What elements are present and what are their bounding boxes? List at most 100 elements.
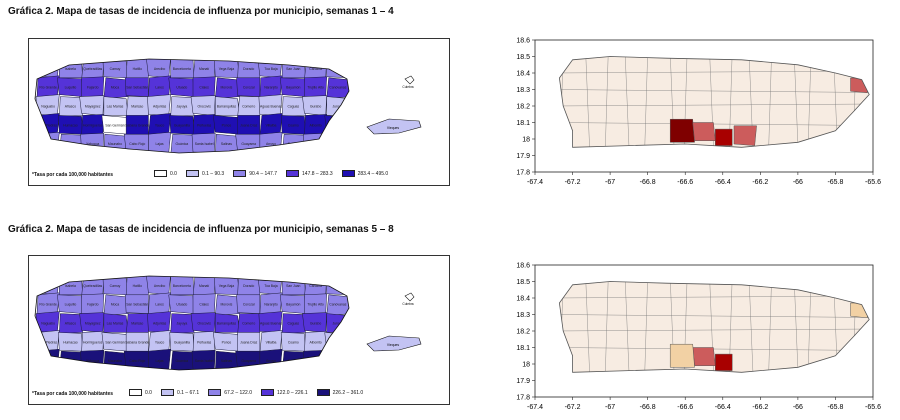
municipality-label: Salinas	[221, 142, 232, 146]
legend-label: 67.2 – 122.0	[224, 389, 253, 396]
caption-2: Gráfica 2. Mapa de tasas de incidencia d…	[8, 224, 394, 235]
municipality-region	[325, 276, 349, 296]
municipality-label: Vieques	[332, 142, 344, 146]
legend-label: 0.1 – 67.1	[176, 389, 200, 396]
legend-item: 0.1 – 67.1	[160, 389, 200, 396]
x-tick-label: -66.4	[715, 179, 731, 186]
y-tick-label: 18.2	[516, 104, 530, 111]
municipality-label: Corozal	[243, 303, 255, 307]
municipality-region	[326, 350, 349, 370]
island-outline	[558, 281, 870, 373]
island-outline	[34, 275, 350, 371]
municipality-region	[36, 131, 60, 153]
municipality-label: Camuy	[110, 284, 121, 288]
legend-swatch	[185, 170, 199, 177]
municipality-label: San Juan	[286, 284, 300, 288]
municipality-label: Gurabo	[310, 105, 321, 109]
municipality-label: Las Marías	[107, 322, 124, 326]
municipality-label: Cidra	[334, 123, 342, 127]
y-tick-label: 18.6	[516, 38, 530, 45]
municipality-label: Aibonito	[309, 123, 321, 127]
legend-item: 0.1 – 90.3	[185, 170, 224, 177]
island-outline	[558, 56, 870, 148]
municipal-boundary	[793, 56, 799, 148]
x-tick-label: -66.8	[640, 179, 656, 186]
culebra-island	[404, 75, 415, 85]
x-tick-label: -67.4	[527, 404, 543, 411]
municipality-label: Las Piedras	[39, 340, 57, 344]
municipality-label: Moca	[111, 86, 119, 90]
municipality-label: Carolina	[309, 284, 322, 288]
municipality-region	[325, 59, 349, 79]
municipality-region	[303, 132, 327, 153]
x-tick-label: -66.6	[677, 404, 693, 411]
municipality-label: Trujillo Alto	[307, 303, 324, 307]
municipality-label: Dorado	[243, 284, 254, 288]
vieques-label: Vieques	[387, 343, 399, 347]
legend-swatch	[261, 389, 275, 396]
municipality-label: Guayanilla	[174, 123, 190, 127]
legend-swatch	[341, 170, 355, 177]
municipality-label: Juncos	[332, 105, 343, 109]
x-tick-label: -66.4	[715, 404, 731, 411]
municipality-label: Vieques	[332, 359, 344, 363]
municipality-label: Canóvanas	[329, 86, 346, 90]
municipality-label: Barranquitas	[217, 322, 237, 326]
municipal-boundary	[768, 281, 772, 373]
municipality-region	[215, 133, 240, 153]
municipality-label: Morovis	[220, 303, 232, 307]
culebra-label: Culebra	[402, 85, 413, 89]
municipality-label: Naguabo	[41, 105, 55, 109]
municipality-label: Juana Díaz	[240, 340, 257, 344]
municipality-label: Ciales	[199, 303, 209, 307]
municipality-label: Carolina	[309, 67, 322, 71]
highlighted-municipality	[733, 125, 757, 146]
municipality-label: Luquillo	[65, 86, 77, 90]
legend-2: 0.0 0.1 – 67.1 67.2 – 122.0 122.0 – 226.1 22…	[129, 389, 369, 396]
municipality-label: San Germán	[105, 340, 124, 344]
line-map-1: -67.4 -67.2 -67 -66.8 -66.6 -66.4 -66.2 -66 -65.…	[503, 30, 883, 190]
municipality-label: Aguadilla	[41, 284, 55, 288]
municipality-region	[59, 350, 83, 370]
municipality-region	[281, 350, 306, 370]
municipality-label: Gurabo	[310, 322, 321, 326]
municipality-region	[148, 348, 171, 370]
municipal-boundary	[793, 281, 799, 373]
municipality-label: Arecibo	[154, 284, 166, 288]
municipal-boundary	[585, 56, 590, 148]
municipality-label: Naranjito	[264, 86, 278, 90]
municipality-label: Villalba	[266, 340, 277, 344]
municipality-label: Aibonito	[309, 340, 321, 344]
municipality-label: Maunabo	[108, 142, 122, 146]
municipal-boundary	[873, 278, 877, 375]
x-tick-label: -67.4	[527, 179, 543, 186]
municipality-label: Hatillo	[133, 67, 143, 71]
municipality-label: Bayamón	[286, 86, 300, 90]
municipality-label: Luquillo	[65, 303, 77, 307]
municipality-label: Utuado	[176, 86, 187, 90]
municipality-label: Adjuntas	[153, 322, 166, 326]
legend-swatch	[129, 389, 142, 396]
municipality-region	[170, 133, 195, 153]
line-map-2: -67.4 -67.2 -67 -66.8 -66.6 -66.4 -66.2 -66 -65.…	[503, 255, 883, 415]
vieques-island	[366, 118, 422, 135]
y-tick-label: 18.6	[516, 263, 530, 270]
municipality-label: Aguadilla	[41, 67, 55, 71]
municipality-label: Ponce	[222, 340, 232, 344]
legend-label: 283.4 – 495.0	[357, 170, 389, 177]
municipality-label: San Germán	[105, 123, 124, 127]
municipality-label: Humacao	[63, 340, 78, 344]
municipality-label: Sabana Grande	[125, 340, 149, 344]
municipality-label: Barranquitas	[217, 105, 237, 109]
municipal-boundary	[559, 314, 870, 318]
municipality-label: Sabana Grande	[125, 123, 149, 127]
municipality-label: Mayagüez	[85, 105, 101, 109]
municipality-label: Humacao	[63, 123, 78, 127]
legend-swatch	[316, 389, 330, 396]
y-tick-label: 17.8	[516, 170, 530, 177]
municipal-boundary	[807, 281, 812, 373]
legend-swatch	[154, 170, 167, 177]
municipality-label: Hatillo	[133, 284, 143, 288]
choropleth-map-2: Aguadilla Isabela Quebradillas Camuy Hatillo…	[28, 255, 450, 405]
municipal-boundary	[748, 281, 754, 373]
